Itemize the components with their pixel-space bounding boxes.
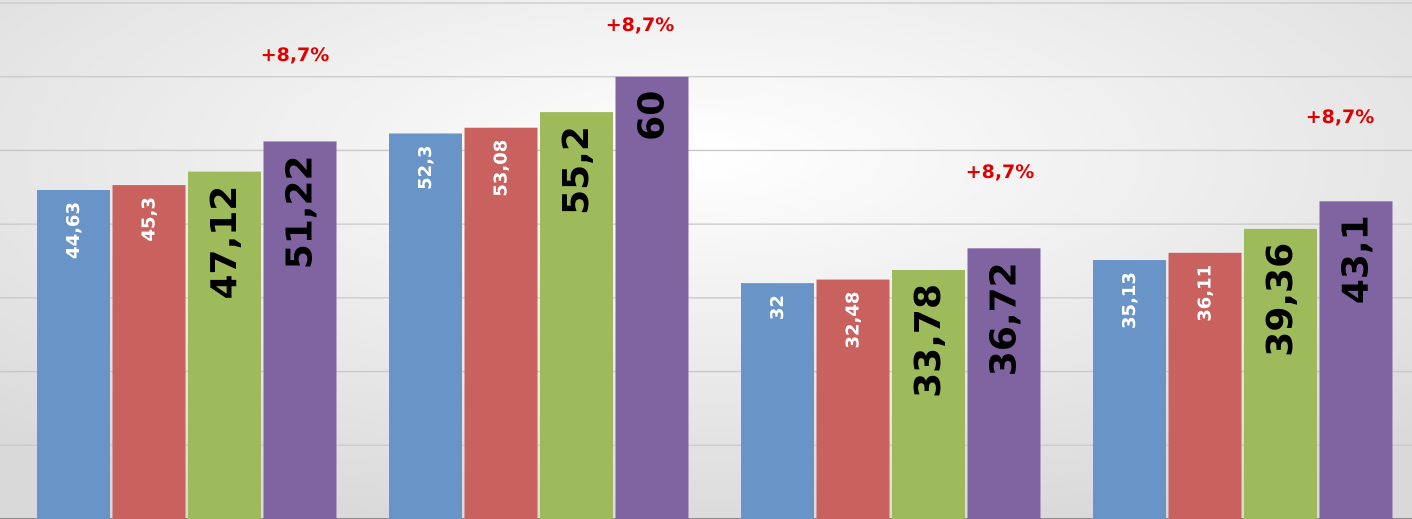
value-label: 60: [632, 91, 673, 141]
bar: [389, 133, 462, 519]
value-label: 36,72: [984, 262, 1025, 376]
bar: [112, 185, 186, 519]
value-label: 45,3: [139, 197, 160, 241]
value-label: 51,22: [280, 155, 321, 269]
bar: [892, 269, 965, 519]
annotation: +8,7%: [606, 14, 675, 36]
value-label: 36,11: [1195, 265, 1216, 322]
annotation: +8,7%: [1306, 106, 1375, 128]
bar: [1244, 228, 1317, 519]
value-label: 43,1: [1336, 215, 1377, 304]
bar: [967, 248, 1041, 519]
value-label: 47,12: [204, 186, 245, 300]
bar: [1319, 201, 1393, 519]
bar: [37, 190, 110, 519]
bar: [1168, 252, 1242, 519]
value-label: 52,3: [415, 145, 436, 189]
value-label: 32: [767, 295, 788, 320]
annotation: +8,7%: [966, 161, 1035, 183]
bar: [540, 112, 613, 519]
bar: [741, 283, 814, 519]
value-label: 44,63: [63, 202, 84, 259]
bar: [263, 141, 337, 519]
bar: [615, 76, 689, 519]
value-label: 33,78: [908, 284, 949, 398]
value-label: 32,48: [843, 292, 864, 349]
annotation: +8,7%: [261, 44, 330, 66]
value-label: 53,08: [491, 140, 512, 197]
bar: [1093, 260, 1166, 519]
bar: [188, 171, 261, 519]
bar: [816, 279, 890, 519]
value-label: 39,36: [1260, 243, 1301, 357]
value-label: 35,13: [1119, 272, 1140, 329]
value-label: 55,2: [556, 126, 597, 215]
bar: [464, 127, 538, 519]
